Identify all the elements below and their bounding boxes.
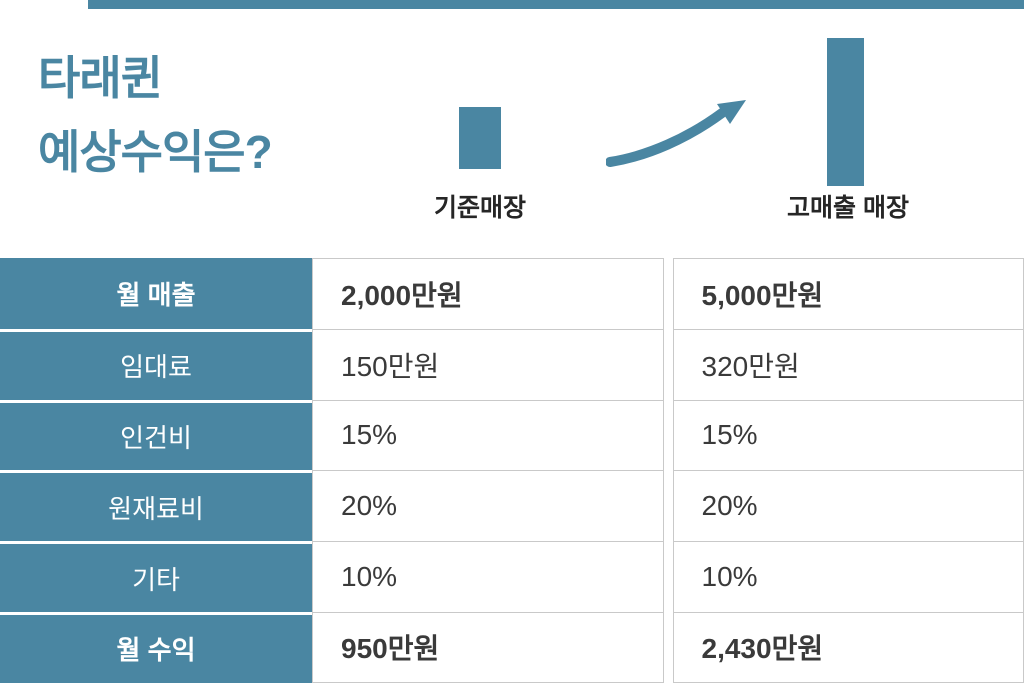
standard-store-value: 20% [312, 470, 664, 542]
column-divider [663, 611, 673, 683]
table-row: 월 매출 2,000만원 5,000만원 [0, 258, 1024, 329]
row-header: 기타 [0, 541, 312, 612]
standard-store-value: 950만원 [312, 611, 664, 683]
high-sales-store-bar [827, 38, 864, 186]
page-title-line2: 예상수익은? [38, 125, 273, 178]
table-row: 기타 10% 10% [0, 541, 1024, 612]
high-sales-store-value: 20% [672, 470, 1024, 542]
standard-store-value: 15% [312, 399, 664, 471]
table-row: 월 수익 950만원 2,430만원 [0, 611, 1024, 683]
table-row: 인건비 15% 15% [0, 399, 1024, 471]
standard-store-bar [459, 107, 501, 169]
standard-store-value: 2,000만원 [312, 258, 664, 329]
column-divider [663, 541, 673, 612]
column-divider [663, 328, 673, 400]
high-sales-store-value: 5,000만원 [672, 258, 1024, 329]
page-title-line1: 타래퀸 [38, 52, 163, 104]
row-header: 임대료 [0, 328, 312, 400]
growth-arrow-icon [606, 100, 746, 167]
table-row: 원재료비 20% 20% [0, 470, 1024, 542]
column-divider [663, 258, 673, 329]
standard-store-value: 10% [312, 541, 664, 612]
high-sales-store-value: 320만원 [672, 328, 1024, 400]
row-header: 월 수익 [0, 611, 312, 683]
column-divider [663, 470, 673, 542]
standard-store-label: 기준매장 [433, 194, 526, 222]
row-header: 원재료비 [0, 470, 312, 542]
high-sales-store-value: 10% [672, 541, 1024, 612]
page-title: 타래퀸 예상수익은? [38, 42, 273, 189]
table-row: 임대료 150만원 320만원 [0, 328, 1024, 400]
column-divider [663, 399, 673, 471]
row-header: 월 매출 [0, 258, 312, 329]
profit-comparison-table: 월 매출 2,000만원 5,000만원 임대료 150만원 320만원 인건비… [0, 258, 1024, 683]
top-accent-strip [88, 0, 1024, 9]
high-sales-store-value: 2,430만원 [672, 611, 1024, 683]
high-sales-store-value: 15% [672, 399, 1024, 471]
high-sales-store-label: 고매출 매장 [787, 194, 909, 222]
standard-store-value: 150만원 [312, 328, 664, 400]
row-header: 인건비 [0, 399, 312, 471]
